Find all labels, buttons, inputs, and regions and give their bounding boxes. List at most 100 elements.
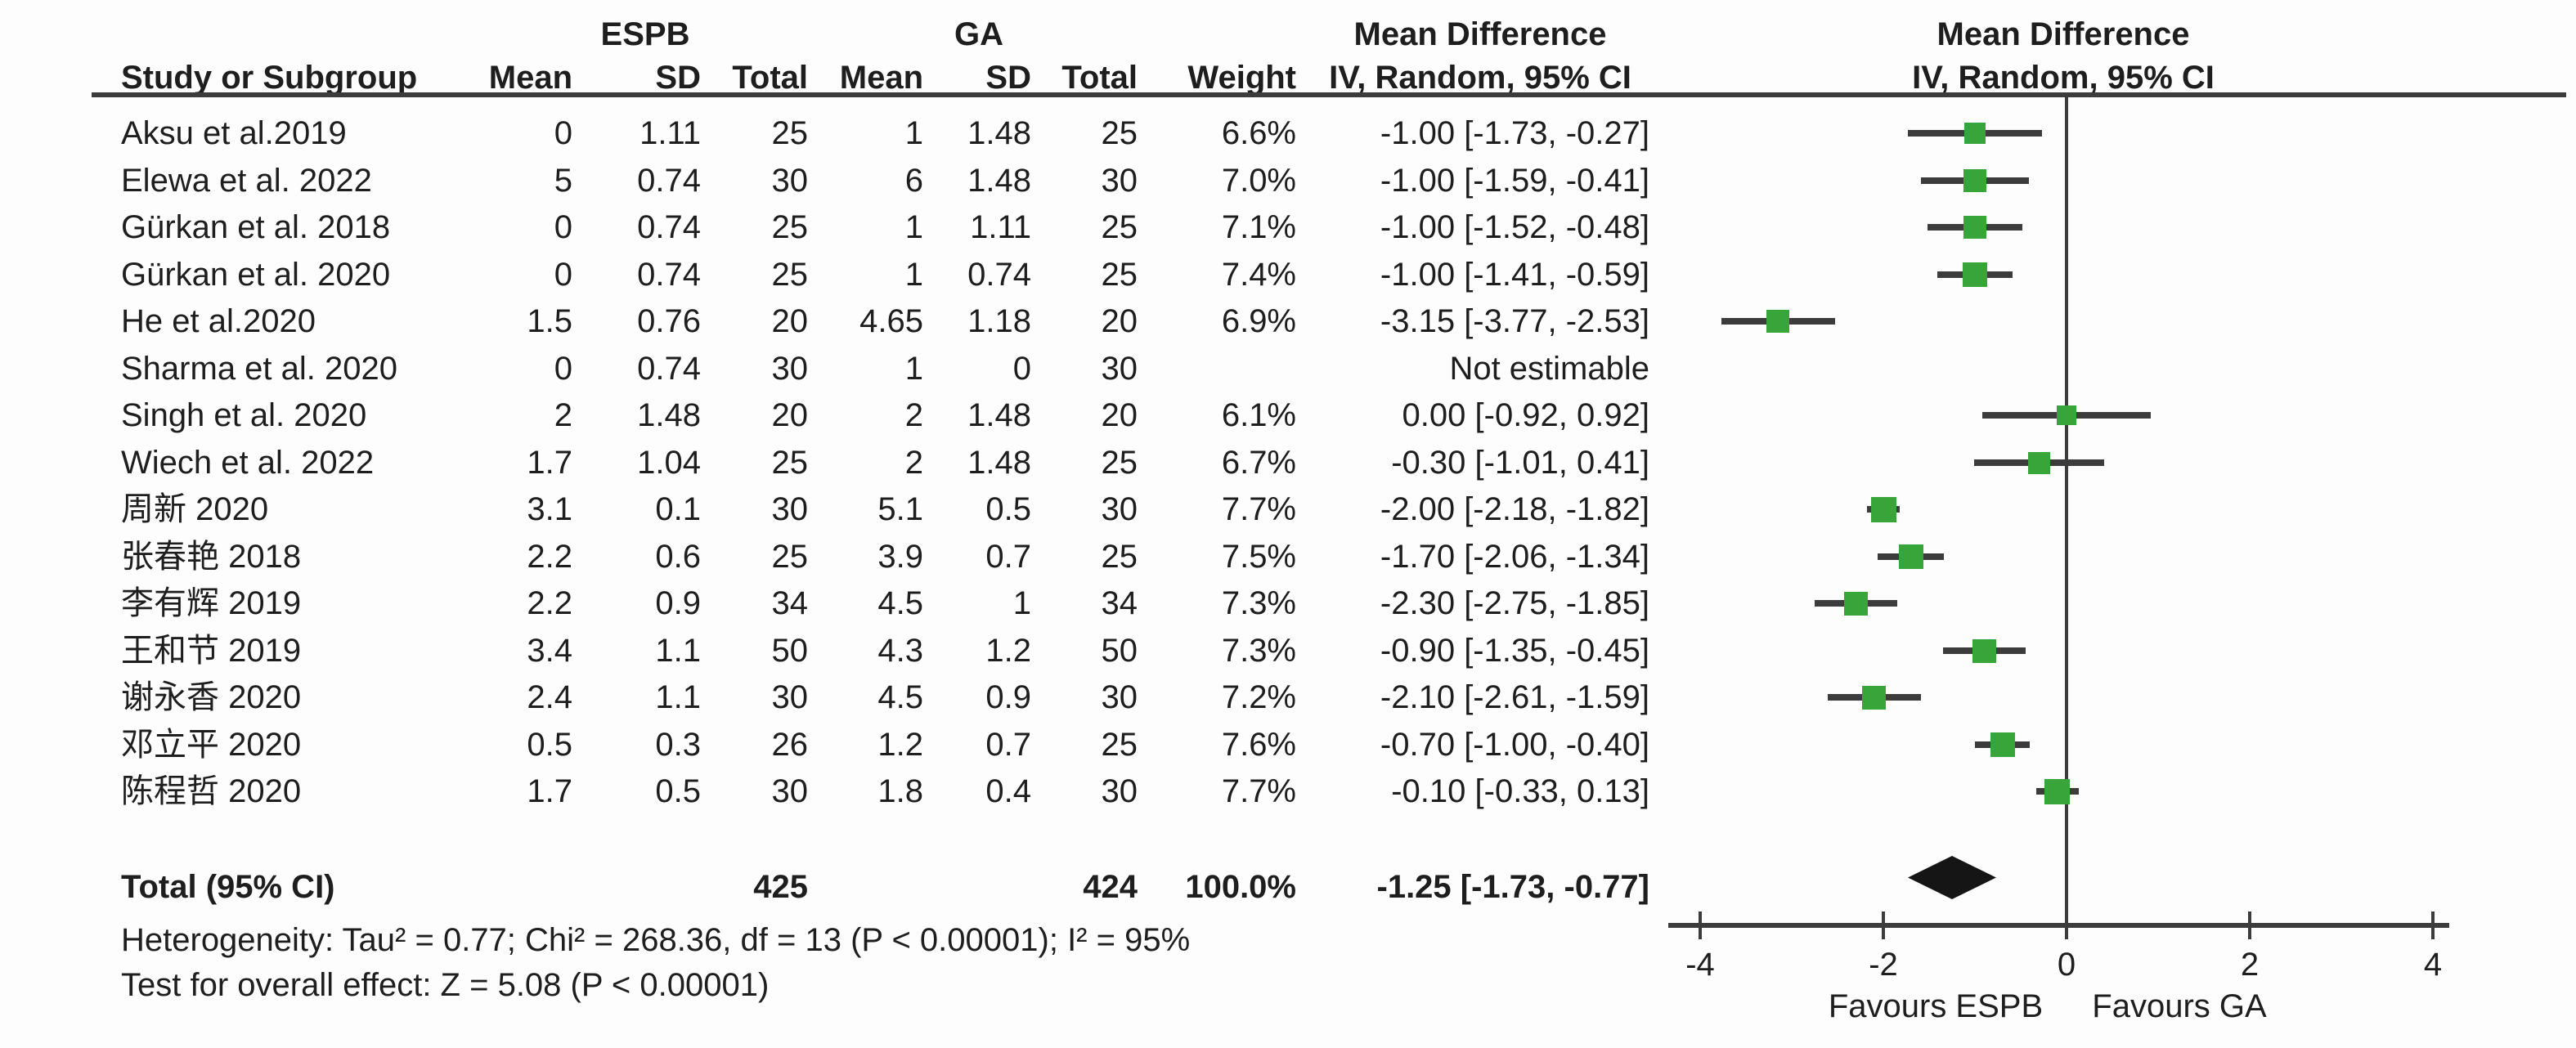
cell-ga-total: 30 (1101, 350, 1138, 387)
cell-espb-sd: 0.5 (655, 773, 701, 809)
cell-ga-total: 25 (1101, 256, 1138, 293)
effect-marker (2028, 451, 2050, 474)
cell-espb-total: 20 (771, 303, 809, 339)
overall-effect-text: Test for overall effect: Z = 5.08 (P < 0… (121, 967, 770, 1003)
cell-ga-mean: 4.3 (877, 632, 923, 669)
effect-marker (1766, 310, 1789, 333)
cell-ga-total: 50 (1101, 632, 1138, 669)
group-header-ga: GA (954, 16, 1003, 52)
cell-ci-text: -2.10 [-2.61, -1.59] (1380, 679, 1649, 715)
cell-espb-mean: 1.7 (527, 444, 572, 481)
cell-ga-mean: 4.5 (877, 585, 923, 621)
cell-espb-sd: 0.1 (655, 491, 701, 527)
col-header-espb-mean: Mean (488, 60, 572, 96)
study-label: Sharma et al. 2020 (121, 350, 397, 387)
effect-marker (1844, 592, 1868, 616)
study-label: Wiech et al. 2022 (121, 444, 375, 481)
axis-tick-label: -4 (1685, 947, 1715, 983)
cell-weight: 6.7% (1221, 444, 1296, 481)
header-rule (92, 92, 2566, 97)
cell-espb-mean: 0 (554, 350, 572, 387)
axis-tick (1699, 911, 1702, 939)
pooled-effect-diamond (1908, 856, 1996, 899)
cell-ga-sd: 1.48 (967, 444, 1031, 481)
cell-espb-mean: 0.5 (527, 726, 572, 763)
cell-weight: 6.6% (1221, 115, 1296, 151)
cell-ga-mean: 6 (904, 162, 923, 199)
study-row: 谢永香 2020 2.4 1.1 30 4.5 0.9 30 7.2% -2.10 [-2.61… (0, 674, 2576, 721)
cell-espb-mean: 5 (554, 162, 572, 199)
cell-weight: 7.4% (1221, 256, 1296, 293)
cell-ga-sd: 1.48 (967, 397, 1031, 433)
cell-espb-mean: 2.2 (527, 585, 572, 621)
cell-ga-mean: 1.2 (877, 726, 923, 763)
cell-espb-sd: 1.48 (637, 397, 701, 433)
cell-ga-total: 34 (1101, 585, 1138, 621)
study-label: 张春艳 2018 (121, 538, 302, 575)
study-label: 王和节 2019 (121, 632, 302, 669)
cell-ga-sd: 0.74 (967, 256, 1031, 293)
cell-ci-text: -3.15 [-3.77, -2.53] (1380, 303, 1649, 339)
cell-ga-total: 20 (1101, 303, 1138, 339)
cell-ga-mean: 1 (904, 256, 923, 293)
study-row: 王和节 2019 3.4 1.1 50 4.3 1.2 50 7.3% -0.90 [-1.35… (0, 628, 2576, 674)
cell-espb-mean: 0 (554, 256, 572, 293)
cell-weight: 7.6% (1221, 726, 1296, 763)
cell-weight: 7.1% (1221, 209, 1296, 245)
cell-ci-text: -2.30 [-2.75, -1.85] (1380, 585, 1649, 621)
cell-espb-mean: 2.2 (527, 538, 572, 575)
cell-espb-mean: 3.1 (527, 491, 572, 527)
axis-tick-label: 2 (2240, 947, 2260, 983)
study-label: 陈程哲 2020 (121, 773, 302, 809)
favours-left-label: Favours ESPB (1828, 988, 2044, 1024)
cell-espb-total: 25 (771, 538, 809, 575)
study-label: Gürkan et al. 2020 (121, 256, 391, 293)
cell-weight: 7.5% (1221, 538, 1296, 575)
cell-espb-total: 30 (771, 679, 809, 715)
cell-ci-text: -2.00 [-2.18, -1.82] (1380, 491, 1649, 527)
col-header-ga-sd: SD (985, 60, 1031, 96)
cell-ga-sd: 0.4 (985, 773, 1031, 809)
cell-ga-total: 25 (1101, 115, 1138, 151)
cell-ga-mean: 1 (904, 209, 923, 245)
cell-weight: 7.3% (1221, 585, 1296, 621)
study-row: Aksu et al.2019 0 1.11 25 1 1.48 25 6.6% -1.00 [… (0, 110, 2576, 157)
cell-ga-mean: 1 (904, 115, 923, 151)
cell-espb-sd: 0.3 (655, 726, 701, 763)
cell-ga-total: 25 (1101, 209, 1138, 245)
cell-ga-sd: 1.2 (985, 632, 1031, 669)
cell-ga-sd: 1.48 (967, 115, 1031, 151)
cell-ga-mean: 1 (904, 350, 923, 387)
study-label: 李有辉 2019 (121, 585, 302, 621)
col-header-study: Study or Subgroup (121, 60, 418, 96)
effect-marker (1963, 168, 1986, 192)
cell-ga-mean: 3.9 (877, 538, 923, 575)
cell-espb-total: 25 (771, 256, 809, 293)
cell-ga-total: 30 (1101, 162, 1138, 199)
cell-weight: 6.1% (1221, 397, 1296, 433)
cell-ga-mean: 4.5 (877, 679, 923, 715)
cell-ga-total: 20 (1101, 397, 1138, 433)
mean-difference-title-right: Mean Difference (1936, 16, 2190, 52)
cell-ga-sd: 1.18 (967, 303, 1031, 339)
study-row: 张春艳 2018 2.2 0.6 25 3.9 0.7 25 7.5% -1.70 [-2.06… (0, 534, 2576, 580)
cell-ga-mean: 5.1 (877, 491, 923, 527)
cell-espb-total: 34 (771, 585, 809, 621)
study-row: 李有辉 2019 2.2 0.9 34 4.5 1 34 7.3% -2.30 [-2.75, … (0, 580, 2576, 627)
study-label: He et al.2020 (121, 303, 316, 339)
cell-espb-total: 30 (771, 491, 809, 527)
axis-tick-label: 4 (2423, 947, 2443, 983)
cell-espb-sd: 0.6 (655, 538, 701, 575)
cell-ga-mean: 4.65 (859, 303, 923, 339)
study-label: Gürkan et al. 2018 (121, 209, 391, 245)
cell-ga-mean: 2 (904, 444, 923, 481)
total-weight: 100.0% (1185, 869, 1296, 905)
cell-espb-total: 26 (771, 726, 809, 763)
total-label: Total (95% CI) (121, 869, 335, 905)
axis-tick (2431, 911, 2435, 939)
cell-ci-text: -1.00 [-1.73, -0.27] (1380, 115, 1649, 151)
ci-subtitle-left: IV, Random, 95% CI (1329, 60, 1631, 96)
cell-espb-sd: 1.1 (655, 679, 701, 715)
effect-marker (1871, 497, 1896, 522)
